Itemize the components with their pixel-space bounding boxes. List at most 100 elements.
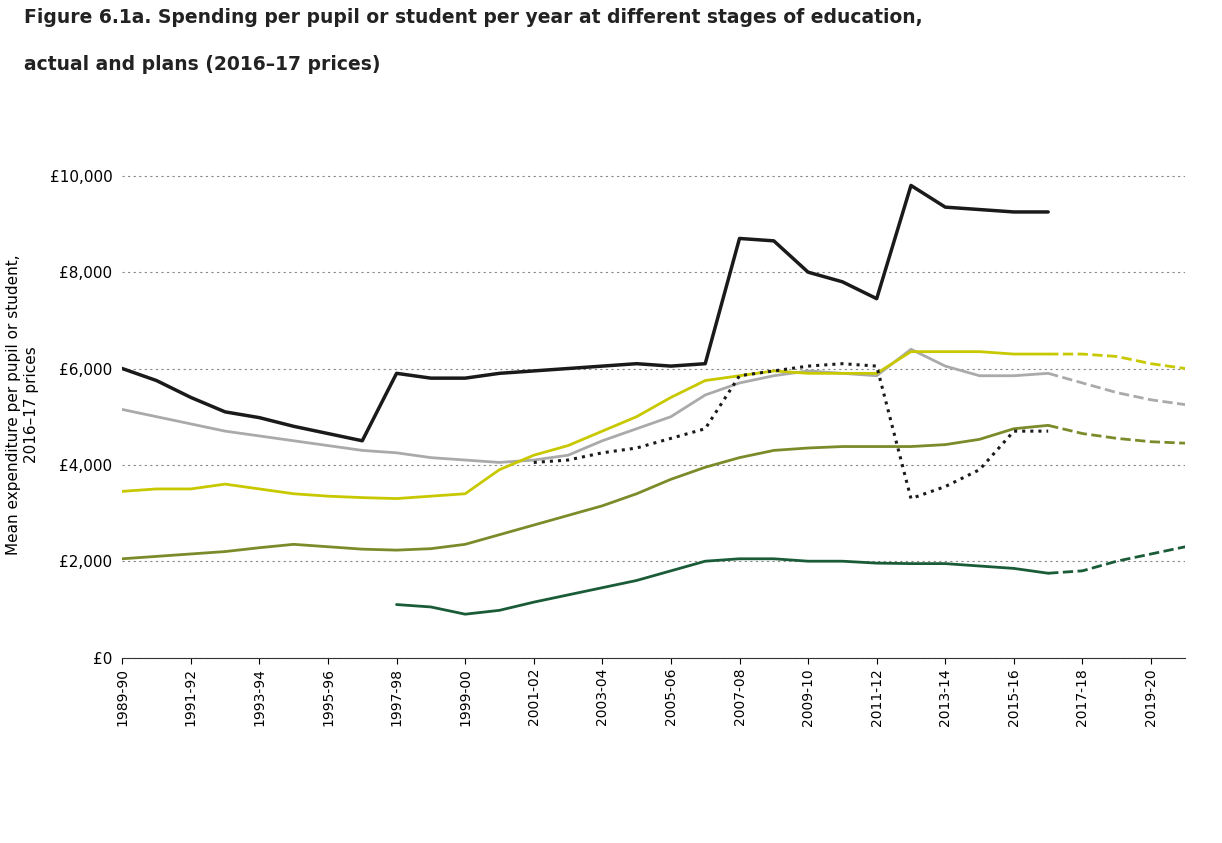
Early years [629, 576, 644, 586]
Primary school [115, 554, 130, 564]
Early years [1041, 568, 1056, 578]
Higher education resources [390, 368, 404, 379]
Primary school [938, 439, 953, 449]
Further education [629, 424, 644, 434]
Early years [1007, 563, 1022, 573]
Further education [390, 448, 404, 458]
Secondary school [835, 368, 849, 379]
Higher education resources [1041, 207, 1056, 217]
Early years [595, 583, 610, 593]
Higher education resources [252, 412, 266, 422]
Primary school [320, 542, 335, 552]
Primary school [149, 551, 164, 561]
Secondary school [766, 366, 781, 376]
Higher education subsidy [800, 361, 815, 371]
Further education [561, 450, 576, 460]
Primary school [252, 543, 266, 553]
Higher education resources [595, 361, 610, 371]
Early years [492, 605, 507, 615]
Line: Higher education resources: Higher education resources [122, 185, 1048, 441]
Secondary school [800, 368, 815, 379]
Early years [835, 556, 849, 566]
Higher education resources [1007, 207, 1022, 217]
Higher education subsidy [732, 371, 747, 381]
Higher education resources [766, 236, 781, 246]
Primary school [492, 529, 507, 540]
Primary school [664, 475, 678, 485]
Higher education subsidy [664, 433, 678, 443]
Secondary school [629, 411, 644, 422]
Further education [938, 361, 953, 371]
Higher education resources [458, 373, 473, 384]
Y-axis label: Mean expenditure per pupil or student,
2016–17 prices: Mean expenditure per pupil or student, 2… [6, 255, 39, 555]
Further education [424, 453, 439, 463]
Higher education resources [115, 363, 130, 373]
Further education [732, 378, 747, 388]
Primary school [973, 434, 987, 444]
Secondary school [698, 375, 712, 385]
Secondary school [149, 484, 164, 494]
Early years [458, 609, 473, 620]
Higher education resources [938, 202, 953, 212]
Early years [732, 554, 747, 564]
Secondary school [1041, 349, 1056, 359]
Further education [1007, 371, 1022, 381]
Secondary school [320, 491, 335, 502]
Secondary school [1007, 349, 1022, 359]
Further education [595, 436, 610, 446]
Higher education subsidy [561, 455, 576, 465]
Primary school [869, 442, 884, 452]
Secondary school [390, 493, 404, 503]
Early years [938, 559, 953, 569]
Further education [766, 371, 781, 381]
Further education [973, 371, 987, 381]
Higher education subsidy [629, 443, 644, 453]
Further education [527, 455, 541, 465]
Line: Early years: Early years [397, 559, 1048, 615]
Higher education resources [629, 358, 644, 368]
Line: Secondary school: Secondary school [122, 352, 1048, 498]
Further education [1041, 368, 1056, 379]
Higher education resources [835, 277, 849, 287]
Further education [492, 458, 507, 468]
Early years [698, 556, 712, 566]
Text: Figure 6.1a. Spending per pupil or student per year at different stages of educa: Figure 6.1a. Spending per pupil or stude… [24, 8, 923, 28]
Primary school [903, 442, 918, 452]
Text: actual and plans (2016–17 prices): actual and plans (2016–17 prices) [24, 55, 381, 74]
Higher education resources [354, 436, 369, 446]
Primary school [835, 442, 849, 452]
Higher education resources [492, 368, 507, 379]
Higher education subsidy [938, 481, 953, 491]
Secondary school [458, 489, 473, 499]
Secondary school [903, 346, 918, 357]
Further education [354, 445, 369, 455]
Line: Primary school: Primary school [122, 426, 1048, 559]
Early years [424, 602, 439, 612]
Higher education resources [218, 407, 232, 417]
Line: Further education: Further education [122, 349, 1048, 463]
Primary school [1041, 421, 1056, 431]
Further education [458, 455, 473, 465]
Secondary school [354, 492, 369, 502]
Higher education resources [561, 363, 576, 373]
Higher education subsidy [698, 424, 712, 434]
Early years [766, 554, 781, 564]
Early years [390, 599, 404, 609]
Secondary school [424, 491, 439, 502]
Primary school [527, 520, 541, 530]
Higher education resources [527, 366, 541, 376]
Primary school [595, 501, 610, 511]
Secondary school [732, 371, 747, 381]
Higher education subsidy [766, 366, 781, 376]
Primary school [698, 462, 712, 472]
Higher education subsidy [903, 493, 918, 503]
Higher education resources [869, 293, 884, 303]
Higher education subsidy [869, 361, 884, 371]
Higher education subsidy [1007, 426, 1022, 436]
Further education [286, 436, 301, 446]
Further education [115, 405, 130, 415]
Primary school [732, 453, 747, 463]
Further education [218, 426, 232, 436]
Early years [800, 556, 815, 566]
Secondary school [595, 426, 610, 436]
